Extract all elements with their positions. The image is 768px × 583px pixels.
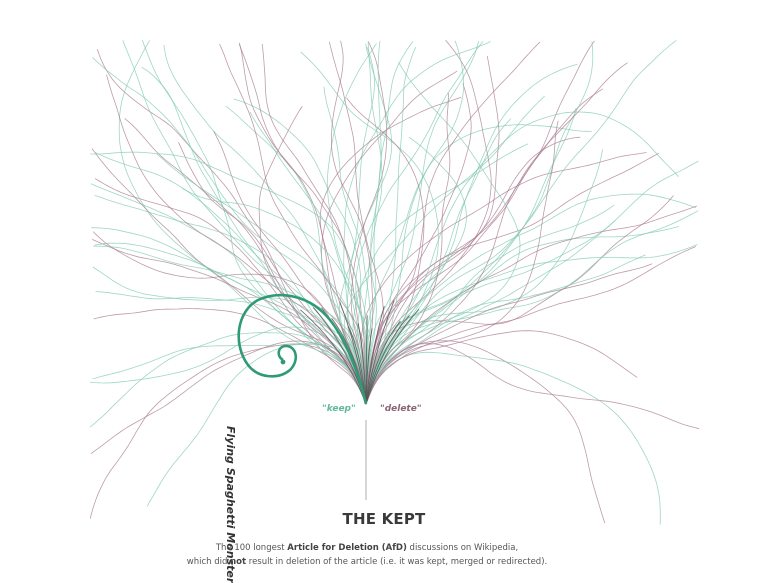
discussion-branch — [94, 195, 367, 405]
discussion-branch — [258, 105, 367, 405]
discussion-branch — [328, 41, 384, 405]
discussion-branch — [219, 43, 367, 405]
discussion-branch — [365, 254, 646, 405]
discussion-branch — [361, 152, 647, 405]
discussion-branch — [365, 136, 581, 405]
trunk-line — [347, 325, 367, 405]
discussion-branch — [261, 43, 367, 404]
discussion-branch — [93, 245, 367, 405]
discussion-branches — [89, 39, 700, 525]
highlight-dot — [280, 359, 286, 365]
flying-spaghetti-monster-branch — [237, 293, 368, 405]
discussion-branch — [365, 160, 699, 405]
discussion-branch — [94, 242, 367, 405]
discussion-branch — [365, 40, 479, 405]
trunk-line — [365, 328, 373, 405]
caption-line-1: The 100 longest Article for Deletion (Af… — [0, 543, 734, 553]
discussion-branch — [365, 41, 594, 405]
discussion-branch — [93, 308, 367, 405]
discussion-branch — [91, 227, 367, 405]
discussion-branch — [321, 70, 458, 405]
discussion-branch — [94, 151, 367, 405]
discussion-branch — [92, 343, 367, 405]
discussion-branch — [365, 340, 606, 524]
discussion-branch — [365, 343, 700, 430]
caption-line1-pre: The 100 longest — [215, 543, 288, 553]
discussion-branch — [225, 105, 367, 405]
delete-label: "delete" — [380, 404, 422, 414]
discussion-branch — [365, 263, 653, 405]
caption-line1-bold: Article for Deletion (AfD) — [287, 543, 407, 553]
chart-title: THE KEPT — [342, 510, 426, 528]
discussion-branch — [319, 97, 462, 405]
discussion-branch — [365, 40, 595, 405]
discussion-branch — [355, 41, 484, 404]
discussion-branch — [106, 74, 367, 405]
discussion-branch — [365, 246, 697, 405]
trunk-line — [357, 323, 367, 405]
discussion-branch — [365, 93, 451, 405]
trunk-line — [365, 308, 420, 405]
discussion-branch — [365, 88, 604, 405]
discussion-branch — [146, 342, 367, 507]
caption-line2-post: result in deletion of the article (i.e. … — [246, 557, 548, 567]
discussion-branch — [91, 239, 367, 405]
caption-line2-pre: which did — [186, 557, 231, 567]
trunk-line — [365, 305, 385, 405]
trunk-line — [365, 315, 410, 405]
discussion-branch — [365, 244, 698, 405]
discussion-branch — [365, 204, 615, 405]
discussion-branch — [178, 142, 367, 405]
discussion-branch — [365, 83, 472, 405]
discussion-branch — [365, 108, 577, 405]
discussion-branch — [365, 351, 661, 525]
caption-line-2: which did not result in deletion of the … — [0, 557, 734, 567]
flying-spaghetti-monster-label: Flying Spaghetti Monster — [224, 426, 237, 583]
discussion-branch — [94, 178, 367, 405]
discussion-branch — [92, 231, 367, 405]
discussion-branch — [90, 340, 367, 455]
discussion-branch — [90, 183, 367, 405]
discussion-branch — [365, 111, 679, 405]
discussion-branch — [365, 330, 638, 405]
discussion-branch — [350, 41, 388, 405]
discussion-branch — [365, 120, 559, 405]
discussion-branch — [92, 266, 367, 405]
keep-label: "keep" — [322, 404, 356, 414]
discussion-branch — [141, 40, 367, 405]
discussion-branch — [365, 63, 578, 405]
discussion-branch — [365, 41, 414, 405]
discussion-branch — [156, 153, 367, 405]
trunk-line — [300, 309, 367, 405]
trunk-line — [365, 321, 401, 405]
trunk-line — [365, 300, 395, 405]
caption-line2-bold: not — [230, 557, 247, 567]
discussion-branch — [365, 152, 659, 405]
caption-line1-post: discussions on Wikipedia, — [406, 543, 519, 553]
